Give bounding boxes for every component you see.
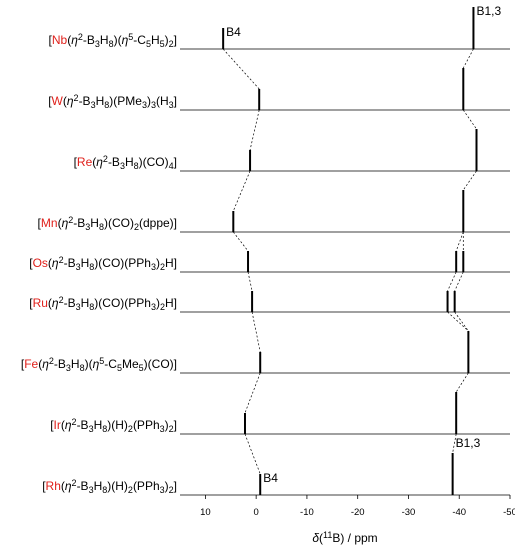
compound-label: [Nb(η2-B3H8)(η5-C5H5)2]: [49, 32, 178, 49]
connector: [454, 311, 469, 332]
x-tick-label: 0: [254, 507, 259, 518]
peak-label: B4: [263, 471, 278, 485]
compound-label: [Ru(η2-B3H8)(CO)(PPh3)2H]: [29, 295, 177, 312]
compound-label: [Re(η2-B3H8)(CO)4]: [74, 154, 177, 171]
compound-label: [Rh(η2-B3H8)(H)2(PPh3)2]: [42, 478, 177, 495]
compound-label: [Ir(η2-B3H8)(H)2(PPh3)2]: [50, 417, 177, 434]
connector: [244, 433, 261, 475]
connector: [455, 231, 464, 252]
connector: [222, 48, 260, 90]
compound-label: [Mn(η2-B3H8)(CO)2(dppe)]: [38, 215, 177, 232]
connector: [463, 109, 477, 130]
peak-label: B1,3: [456, 436, 481, 450]
connector: [447, 271, 457, 292]
x-tick-label: -20: [351, 507, 365, 518]
connector: [447, 311, 469, 332]
connector: [455, 372, 469, 393]
x-tick-label: -10: [300, 507, 314, 518]
connector: [462, 48, 474, 69]
peak-label: B1,3: [476, 4, 501, 18]
connector: [244, 372, 261, 414]
x-tick-label: -50: [503, 507, 515, 518]
x-tick-label: -40: [452, 507, 466, 518]
connector: [251, 311, 261, 353]
connector: [463, 170, 477, 191]
connector: [247, 271, 253, 292]
connector: [233, 231, 249, 252]
x-tick-label: 10: [200, 507, 211, 518]
compound-label: [Os(η2-B3H8)(CO)(PPh3)2H]: [29, 255, 177, 272]
compound-label: [W(η2-B3H8)(PMe3)3(H3]: [48, 93, 177, 110]
connector: [454, 271, 464, 292]
compound-label: [Fe(η2-B3H8)(η5-C5Me5)(CO)]: [21, 356, 177, 373]
x-tick-label: -30: [402, 507, 416, 518]
connector: [452, 433, 457, 454]
peak-label: B4: [226, 25, 241, 39]
connector: [249, 109, 260, 151]
x-axis-label: δ(11B) / ppm: [312, 530, 377, 545]
connector: [232, 170, 251, 212]
